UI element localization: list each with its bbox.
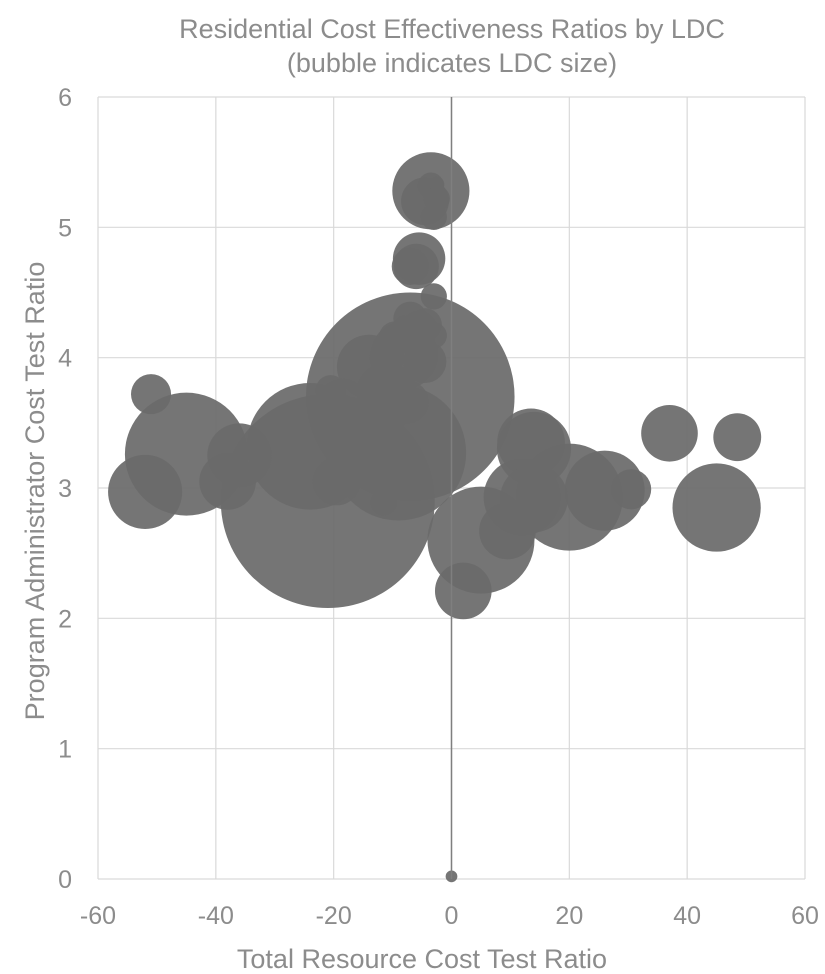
data-bubble (199, 453, 256, 510)
data-bubble (108, 454, 183, 529)
bubble-series (108, 152, 762, 883)
y-tick-label: 1 (58, 736, 72, 764)
data-bubble (391, 247, 429, 285)
data-bubble (672, 463, 761, 552)
data-bubble (429, 176, 445, 192)
data-bubble (416, 475, 428, 488)
data-bubble (315, 375, 346, 406)
data-bubble (420, 283, 447, 310)
chart-subtitle: (bubble indicates LDC size) (287, 48, 617, 78)
data-bubble (403, 340, 447, 383)
data-bubble (131, 374, 172, 415)
y-tick-label: 3 (58, 475, 72, 503)
x-tick-label: -20 (316, 902, 352, 930)
data-bubble (434, 562, 492, 620)
data-bubble (312, 457, 361, 506)
y-tick-label: 6 (58, 84, 72, 112)
data-bubble (369, 340, 404, 375)
data-bubble (641, 404, 698, 462)
data-bubble (385, 380, 429, 424)
x-tick-label: 60 (791, 902, 819, 930)
x-tick-label: -60 (80, 902, 116, 930)
x-tick-label: 20 (555, 902, 583, 930)
y-tick-labels: 0 1 2 3 4 5 6 (58, 84, 72, 894)
y-tick-label: 2 (58, 605, 72, 633)
data-bubble (393, 315, 416, 338)
x-tick-labels: -60 -40 -20 0 20 40 60 (80, 902, 819, 930)
data-bubble (420, 322, 447, 349)
data-bubble (479, 502, 536, 560)
data-bubble (336, 414, 385, 463)
data-bubble (611, 469, 652, 510)
x-tick-label: 40 (673, 902, 701, 930)
y-tick-label: 5 (58, 214, 72, 242)
data-bubble (370, 489, 397, 516)
y-axis-label: Program Administrator Cost Test Ratio (20, 262, 50, 721)
data-bubble (497, 408, 565, 477)
x-axis-label: Total Resource Cost Test Ratio (237, 944, 607, 974)
y-tick-label: 4 (58, 345, 72, 373)
data-bubble (713, 413, 762, 462)
y-tick-label: 0 (58, 866, 72, 894)
chart-title: Residential Cost Effectiveness Ratios by… (179, 14, 725, 44)
x-tick-label: 0 (445, 902, 459, 930)
x-tick-label: -40 (198, 902, 234, 930)
data-bubble (423, 185, 450, 212)
